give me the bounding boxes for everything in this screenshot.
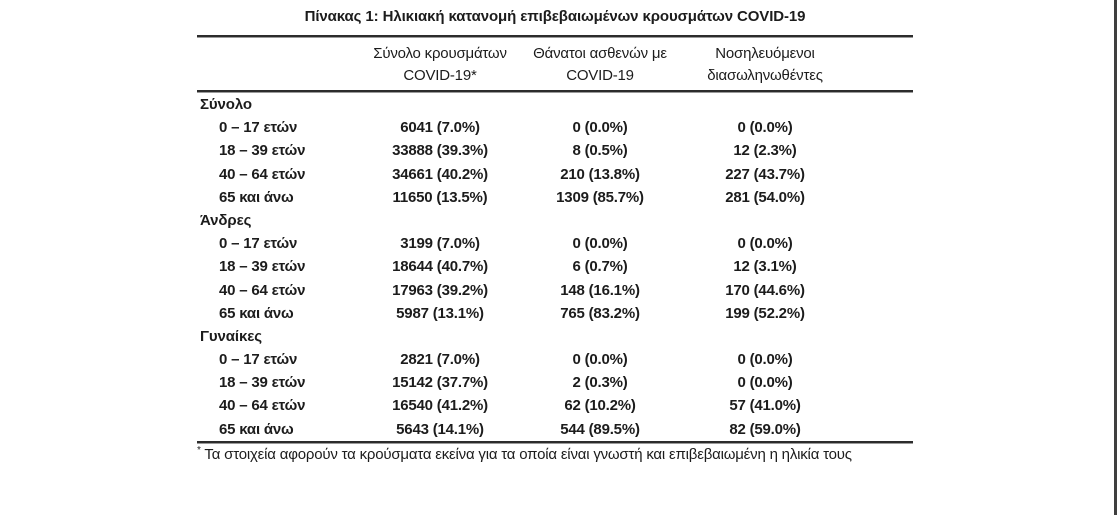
intubated-value: 0 (0.0%) (737, 235, 793, 253)
cases-value: 5643 (14.1%) (396, 420, 484, 438)
table-row: 0 – 17 ετών 3199 (7.0%) 0 (0.0%) 0 (0.0%… (197, 232, 913, 255)
table-header-row: Σύνολο κρουσμάτων COVID-19* Θάνατοι ασθε… (197, 38, 913, 90)
table-bottom-rule (197, 440, 913, 444)
cases-value: 11650 (13.5%) (392, 188, 488, 206)
age-label: 40 – 64 ετών (219, 397, 306, 415)
group-rows: 0 – 17 ετών 2821 (7.0%) 0 (0.0%) 0 (0.0%… (197, 348, 913, 441)
deaths-value: 0 (0.0%) (572, 235, 628, 253)
deaths-value: 210 (13.8%) (560, 165, 640, 183)
table-row: 18 – 39 ετών 33888 (39.3%) 8 (0.5%) 12 (… (197, 139, 913, 162)
table-group: Γυναίκες 0 – 17 ετών 2821 (7.0%) 0 (0.0%… (197, 325, 913, 441)
age-label: 0 – 17 ετών (219, 235, 298, 253)
table-top-rule (197, 35, 913, 38)
header-line-2: COVID-19 (566, 67, 634, 84)
deaths-value: 8 (0.5%) (572, 142, 628, 160)
header-cell-deaths: Θάνατοι ασθενών με COVID-19 (520, 43, 680, 87)
header-line-2: COVID-19* (403, 67, 477, 84)
deaths-value: 62 (10.2%) (564, 397, 636, 415)
deaths-value: 765 (83.2%) (560, 304, 640, 322)
table-group: Άνδρες 0 – 17 ετών 3199 (7.0%) 0 (0.0%) … (197, 209, 913, 325)
intubated-value: 82 (59.0%) (729, 420, 801, 438)
cases-value: 15142 (37.7%) (392, 374, 488, 392)
header-line-2: διασωληνωθέντες (707, 67, 823, 84)
cases-value: 33888 (39.3%) (392, 142, 488, 160)
age-label: 40 – 64 ετών (219, 165, 306, 183)
header-line-1: Σύνολο κρουσμάτων (373, 45, 507, 62)
header-cell-total-cases: Σύνολο κρουσμάτων COVID-19* (360, 43, 520, 87)
age-label: 18 – 39 ετών (219, 258, 306, 276)
group-rows: 0 – 17 ετών 3199 (7.0%) 0 (0.0%) 0 (0.0%… (197, 232, 913, 325)
table-row: 40 – 64 ετών 34661 (40.2%) 210 (13.8%) 2… (197, 163, 913, 186)
age-label: 65 και άνω (219, 420, 294, 438)
age-label: 0 – 17 ετών (219, 351, 298, 369)
cases-value: 18644 (40.7%) (392, 258, 488, 276)
intubated-value: 0 (0.0%) (737, 351, 793, 369)
table-row: 40 – 64 ετών 16540 (41.2%) 62 (10.2%) 57… (197, 394, 913, 417)
deaths-value: 544 (89.5%) (560, 420, 640, 438)
cases-value: 16540 (41.2%) (392, 397, 488, 415)
footnote-asterisk: * (197, 444, 201, 456)
deaths-value: 0 (0.0%) (572, 351, 628, 369)
intubated-value: 281 (54.0%) (725, 188, 805, 206)
intubated-value: 0 (0.0%) (737, 119, 793, 137)
intubated-value: 12 (3.1%) (733, 258, 797, 276)
group-label: Άνδρες (200, 211, 252, 229)
intubated-value: 0 (0.0%) (737, 374, 793, 392)
age-label: 0 – 17 ετών (219, 119, 298, 137)
header-cell-intubated: Νοσηλευόμενοι διασωληνωθέντες (680, 43, 850, 87)
page-right-border-line (1114, 0, 1117, 515)
intubated-value: 57 (41.0%) (729, 397, 801, 415)
cases-value: 5987 (13.1%) (396, 304, 484, 322)
table-body: Σύνολο 0 – 17 ετών 6041 (7.0%) 0 (0.0%) … (197, 93, 913, 441)
group-label: Σύνολο (200, 96, 252, 113)
footnote-text: Τα στοιχεία αφορούν τα κρούσματα εκείνα … (200, 445, 852, 463)
cases-value: 17963 (39.2%) (392, 281, 488, 299)
intubated-value: 227 (43.7%) (725, 165, 805, 183)
age-label: 65 και άνω (219, 188, 294, 206)
intubated-value: 199 (52.2%) (725, 304, 805, 322)
deaths-value: 6 (0.7%) (572, 258, 628, 276)
group-label: Γυναίκες (200, 327, 262, 345)
deaths-value: 148 (16.1%) (560, 281, 640, 299)
cases-value: 2821 (7.0%) (400, 351, 480, 369)
age-label: 65 και άνω (219, 304, 294, 322)
table-row: 0 – 17 ετών 6041 (7.0%) 0 (0.0%) 0 (0.0%… (197, 116, 913, 139)
table-row: 65 και άνω 5643 (14.1%) 544 (89.5%) 82 (… (197, 418, 913, 441)
header-cell-empty (197, 43, 360, 87)
intubated-value: 170 (44.6%) (725, 281, 805, 299)
table-row: 18 – 39 ετών 18644 (40.7%) 6 (0.7%) 12 (… (197, 255, 913, 278)
header-line-1: Θάνατοι ασθενών με (533, 45, 667, 62)
table-title: Πίνακας 1: Ηλικιακή κατανομή επιβεβαιωμέ… (304, 8, 806, 25)
table-1-container: Πίνακας 1: Ηλικιακή κατανομή επιβεβαιωμέ… (197, 0, 913, 463)
age-label: 18 – 39 ετών (219, 142, 306, 160)
deaths-value: 0 (0.0%) (572, 119, 628, 137)
deaths-value: 2 (0.3%) (572, 374, 628, 392)
age-label: 18 – 39 ετών (219, 374, 306, 392)
group-rows: 0 – 17 ετών 6041 (7.0%) 0 (0.0%) 0 (0.0%… (197, 116, 913, 209)
intubated-value: 12 (2.3%) (733, 142, 797, 160)
age-label: 40 – 64 ετών (219, 281, 306, 299)
table-row: 65 και άνω 5987 (13.1%) 765 (83.2%) 199 … (197, 302, 913, 325)
table-row: 65 και άνω 11650 (13.5%) 1309 (85.7%) 28… (197, 186, 913, 209)
table-header-separator-rule (197, 90, 913, 93)
cases-value: 6041 (7.0%) (400, 119, 480, 137)
cases-value: 34661 (40.2%) (392, 165, 488, 183)
table-footnote: * Τα στοιχεία αφορούν τα κρούσματα εκείν… (197, 444, 913, 463)
table-row: 40 – 64 ετών 17963 (39.2%) 148 (16.1%) 1… (197, 279, 913, 302)
cases-value: 3199 (7.0%) (400, 235, 480, 253)
header-line-1: Νοσηλευόμενοι (715, 45, 815, 62)
table-row: 0 – 17 ετών 2821 (7.0%) 0 (0.0%) 0 (0.0%… (197, 348, 913, 371)
table-row: 18 – 39 ετών 15142 (37.7%) 2 (0.3%) 0 (0… (197, 371, 913, 394)
table-group: Σύνολο 0 – 17 ετών 6041 (7.0%) 0 (0.0%) … (197, 93, 913, 209)
deaths-value: 1309 (85.7%) (556, 188, 644, 206)
